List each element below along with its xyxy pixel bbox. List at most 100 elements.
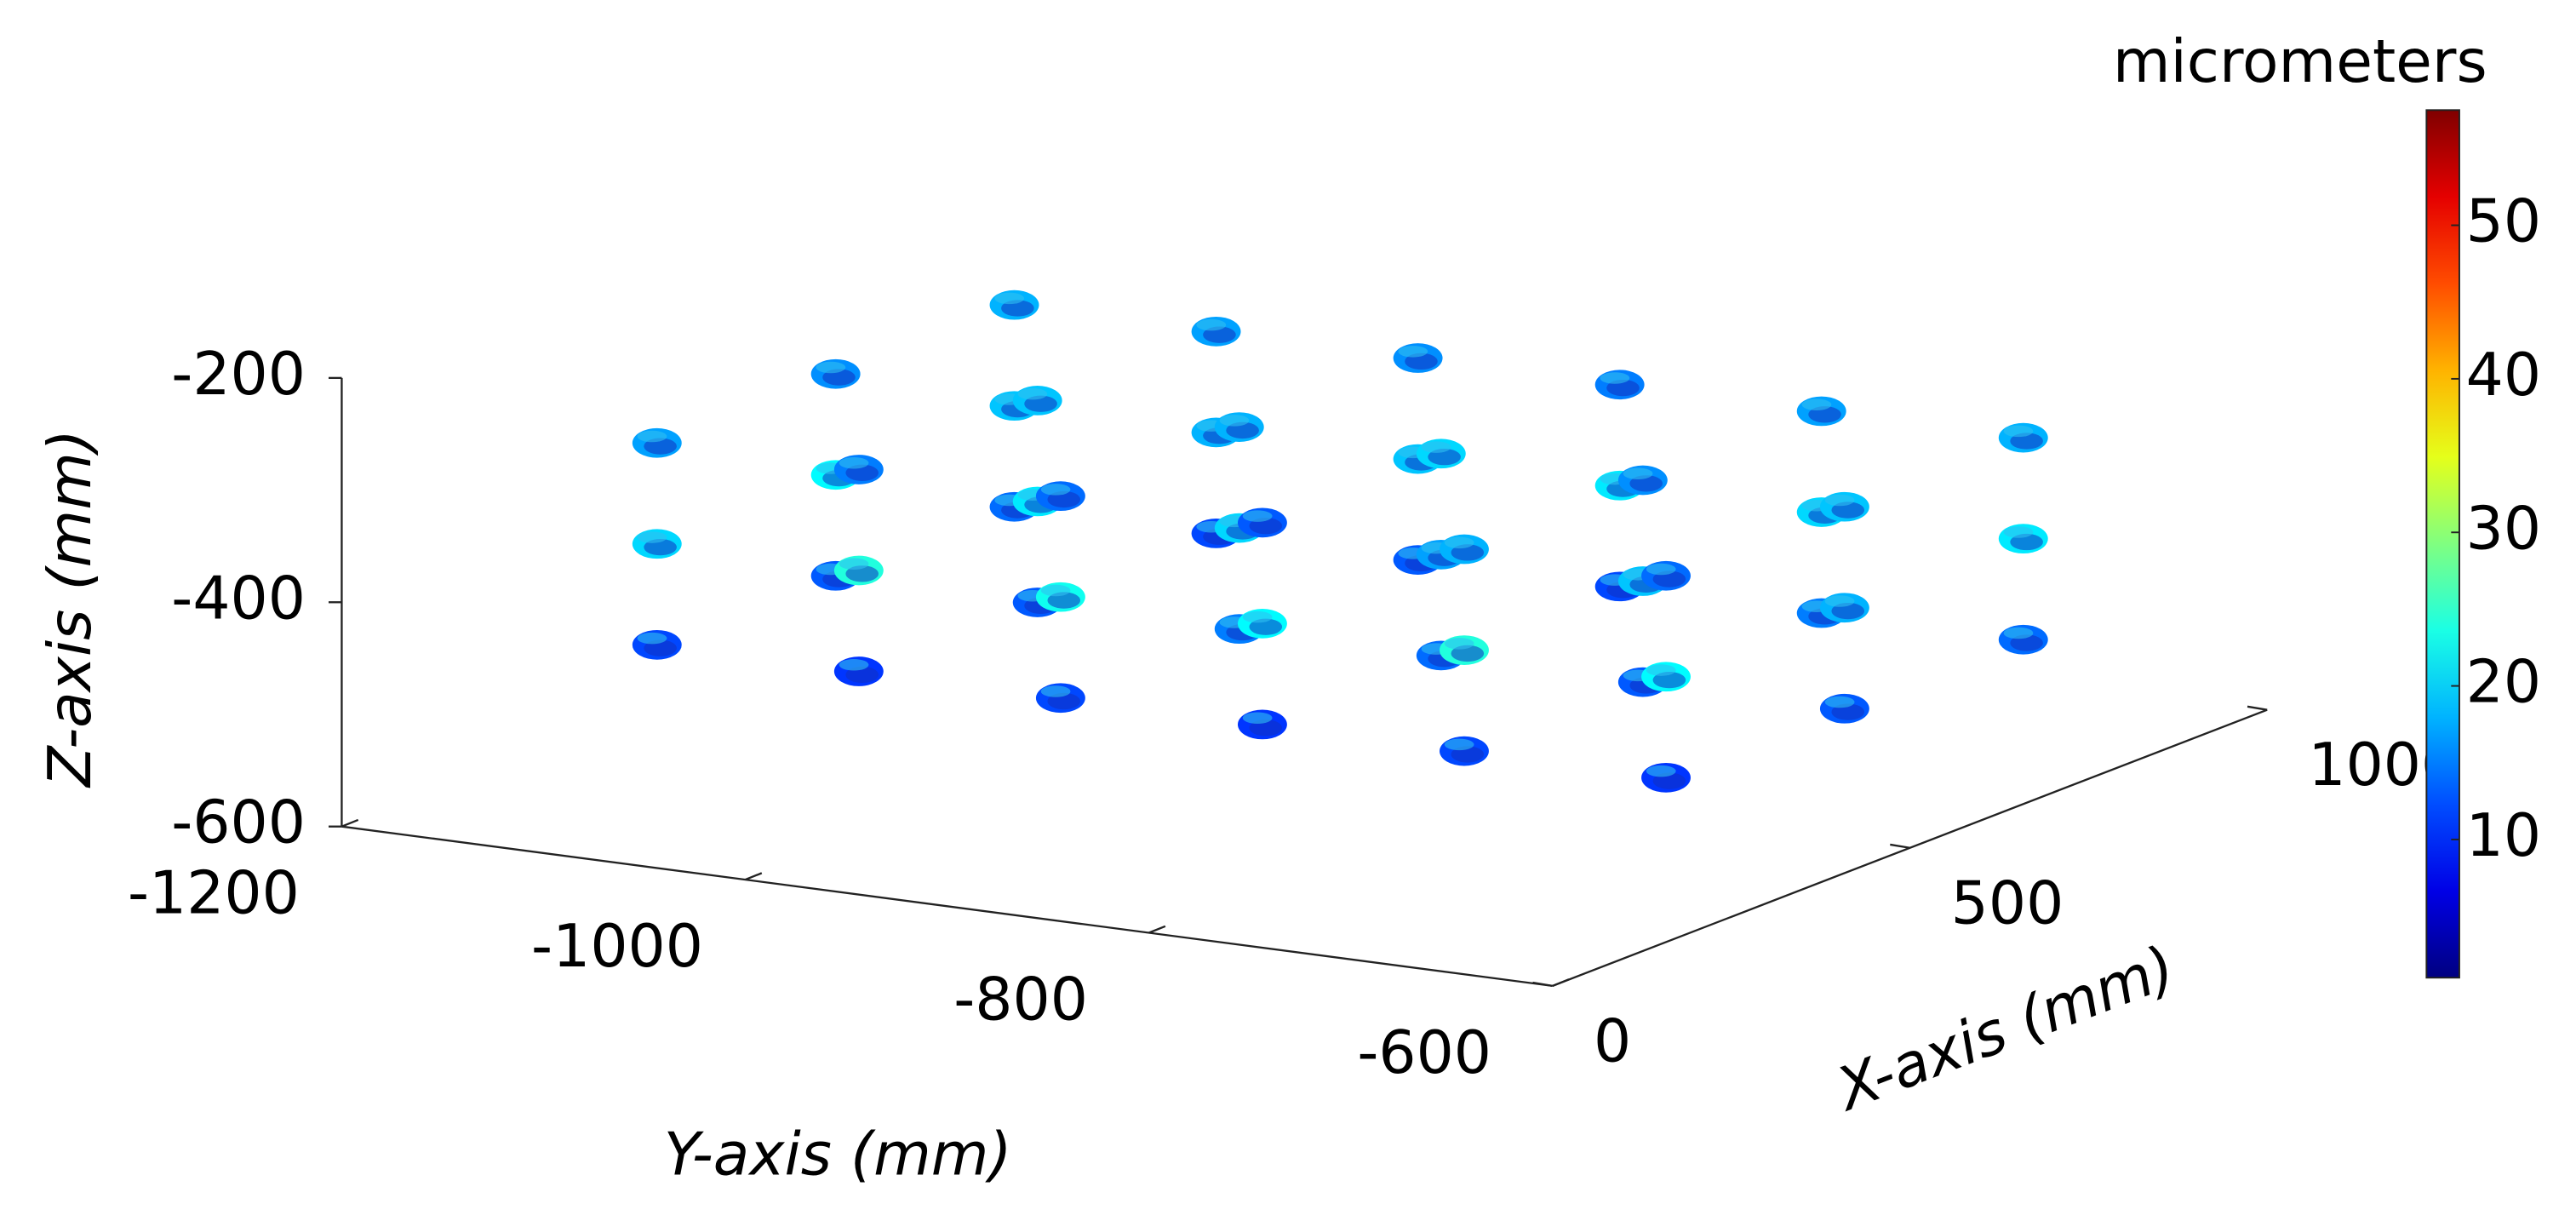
point-cluster <box>1012 386 1062 416</box>
point-cluster <box>632 529 682 559</box>
cluster-top <box>1824 494 1855 507</box>
x-axis-label: X-axis (mm) <box>1826 933 2184 1125</box>
cluster-core <box>1047 592 1081 609</box>
colorbar-title: micrometers <box>2113 28 2487 96</box>
colorbar-tick-label: 30 <box>2466 495 2541 563</box>
point-cluster <box>810 358 861 389</box>
cluster-top <box>839 456 869 469</box>
cluster-top <box>1017 387 1048 400</box>
y-tick <box>1148 925 1166 934</box>
cluster-top <box>1646 765 1676 777</box>
z-tick-label: -200 <box>171 341 306 409</box>
point-cluster <box>833 455 884 484</box>
point-cluster <box>1440 534 1489 565</box>
x-tick <box>1890 843 1910 849</box>
y-tick-label: -1200 <box>128 860 300 928</box>
cluster-core <box>1451 544 1485 561</box>
cluster-top <box>1219 415 1250 427</box>
z-tick-label: -600 <box>171 789 306 857</box>
x-tick <box>1532 981 1553 988</box>
z-axis-label: Z-axis (mm) <box>37 429 105 788</box>
y-tick-label: -1000 <box>531 913 703 981</box>
cluster-top <box>839 558 869 570</box>
y-axis-line <box>341 825 1553 988</box>
colorbar-tick-label: 20 <box>2466 649 2541 717</box>
cluster-top <box>637 531 667 543</box>
point-cluster <box>1393 343 1443 373</box>
point-cluster <box>1819 693 1869 724</box>
cluster-top <box>1242 510 1273 522</box>
cluster-top <box>2003 627 2034 639</box>
cluster-top <box>1242 610 1273 623</box>
cluster-top <box>1600 372 1630 384</box>
y-axis-label: Y-axis (mm) <box>664 1121 1012 1189</box>
point-cluster <box>632 427 682 458</box>
cluster-core <box>1451 746 1485 763</box>
cluster-top <box>1444 738 1474 751</box>
cluster-top <box>2003 526 2034 538</box>
cluster-top <box>637 430 667 443</box>
y-tick <box>745 872 763 881</box>
colorbar-tick-label: 10 <box>2466 802 2541 870</box>
cluster-top <box>1040 685 1071 697</box>
cluster-core <box>644 438 677 455</box>
point-cluster <box>1641 560 1691 591</box>
cluster-core <box>2010 533 2043 551</box>
point-cluster <box>1796 396 1846 427</box>
colorbar-tick-label: 50 <box>2466 188 2541 256</box>
x-tick-label: 0 <box>1594 1007 1631 1075</box>
point-cluster <box>1819 593 1869 623</box>
cluster-top <box>1242 712 1273 724</box>
y-tick <box>1552 978 1570 987</box>
cluster-core <box>1652 570 1686 588</box>
cluster-top <box>1824 696 1855 708</box>
cluster-top <box>994 292 1025 305</box>
colorbar <box>2425 109 2460 979</box>
point-cluster <box>1594 370 1645 400</box>
point-cluster <box>833 656 884 686</box>
point-cluster <box>1641 662 1691 692</box>
y-tick-label: -800 <box>953 966 1088 1035</box>
x-tick <box>2247 705 2268 711</box>
cluster-top <box>1801 398 1832 410</box>
y-tick <box>341 818 359 828</box>
cluster-top <box>1040 484 1071 496</box>
cluster-top <box>1444 536 1474 549</box>
point-cluster <box>1237 507 1287 538</box>
point-cluster <box>1440 635 1489 665</box>
cluster-top <box>1421 441 1451 453</box>
cluster-top <box>637 632 667 645</box>
cluster-top <box>1196 318 1227 331</box>
point-cluster <box>833 555 884 586</box>
cluster-top <box>1444 638 1474 650</box>
point-cluster <box>1617 465 1668 496</box>
point-cluster <box>1998 422 2048 453</box>
point-cluster <box>1998 624 2048 655</box>
point-cluster <box>1191 316 1241 347</box>
cluster-core <box>1652 772 1686 789</box>
cluster-top <box>816 361 846 374</box>
cluster-core <box>822 369 856 386</box>
z-tick-label: -400 <box>171 565 306 633</box>
y-tick-label: -600 <box>1357 1019 1491 1087</box>
cluster-top <box>1824 595 1855 607</box>
point-cluster <box>1440 736 1489 766</box>
point-cluster <box>1035 481 1085 512</box>
cluster-top <box>2003 425 2034 438</box>
cluster-core <box>1652 671 1686 689</box>
point-cluster <box>1214 412 1264 442</box>
x-tick-label: 500 <box>1951 869 2064 937</box>
cluster-top <box>1040 584 1071 597</box>
point-cluster <box>1819 491 1869 522</box>
cluster-top <box>1646 563 1676 576</box>
cluster-top <box>1623 467 1653 480</box>
cluster-top <box>1398 346 1428 358</box>
point-cluster <box>1237 709 1287 740</box>
point-cluster <box>989 289 1039 320</box>
cluster-core <box>1629 475 1663 492</box>
point-cluster <box>1998 524 2048 554</box>
cluster-top <box>1646 664 1676 676</box>
colorbar-tick-label: 40 <box>2466 341 2541 410</box>
